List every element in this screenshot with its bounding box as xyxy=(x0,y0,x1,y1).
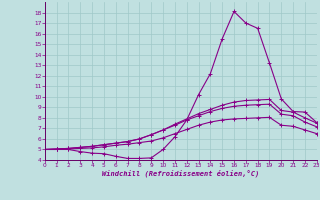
X-axis label: Windchill (Refroidissement éolien,°C): Windchill (Refroidissement éolien,°C) xyxy=(102,170,260,177)
